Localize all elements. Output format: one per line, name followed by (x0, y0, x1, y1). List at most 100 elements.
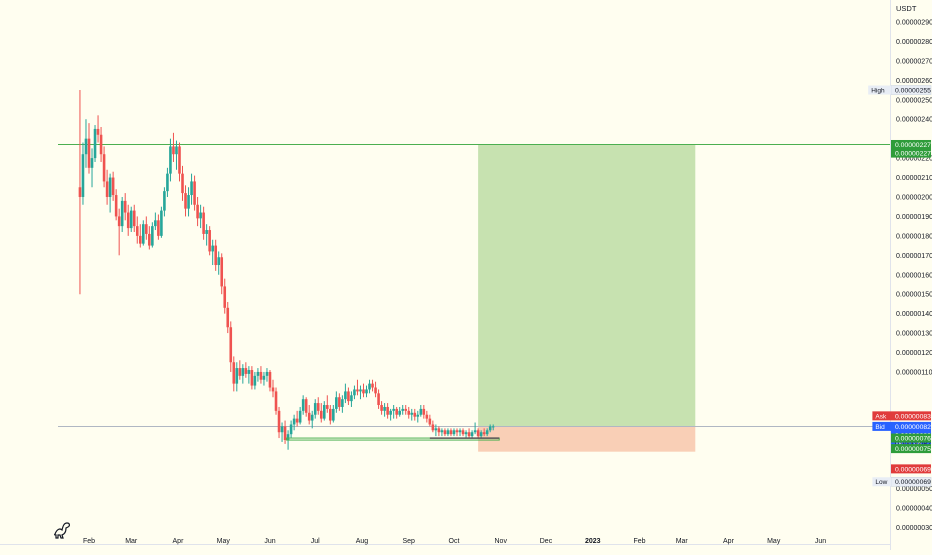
price-label-box (891, 139, 931, 149)
candle-body (434, 428, 438, 431)
support-band[interactable] (286, 437, 500, 441)
candle-body (307, 412, 311, 421)
candle-body (232, 362, 236, 384)
price-label-tag (868, 85, 891, 95)
candle-body (93, 128, 97, 159)
candle-body (277, 410, 281, 433)
price-tick-label: 0.00000260 (896, 78, 932, 85)
price-axis-labels: 0.00000255High0.000002270.000002270.0000… (868, 85, 932, 487)
candle-body (316, 403, 320, 411)
candle-body (102, 154, 106, 182)
candle-body (425, 414, 429, 419)
price-label-tag (872, 421, 891, 431)
candle-body (392, 408, 395, 411)
price-label-value: 0.00000227 (895, 150, 931, 157)
price-axis[interactable]: 0.00000290 0.00000280 0.00000270 0.00000260… (896, 20, 932, 533)
candle-body (268, 371, 272, 388)
candle-body (163, 191, 166, 211)
candle-body (90, 158, 94, 168)
time-tick-label: Aug (356, 538, 369, 545)
candle-body (99, 134, 103, 155)
price-label-box (891, 444, 931, 454)
candle-body (298, 410, 302, 423)
price-tick-label: 0.00000210 (896, 175, 932, 182)
price-tick-label: 0.00000200 (896, 194, 932, 201)
candle-body (129, 210, 133, 229)
candle-body (211, 245, 214, 252)
candle-body (356, 389, 359, 392)
candle-body (416, 414, 420, 417)
time-tick-label: Apr (723, 538, 735, 545)
candle-body (491, 426, 495, 428)
candle-body (154, 220, 157, 227)
position-stop-zone[interactable] (478, 426, 696, 452)
candle-body (449, 430, 453, 435)
price-tick-label: 0.00000160 (896, 272, 932, 279)
candle-body (322, 405, 326, 419)
candle-body (476, 430, 480, 437)
price-label-countdown: 18:00:46 (895, 440, 922, 447)
candle-body (196, 204, 199, 219)
price-tick-label: 0.00000270 (896, 58, 932, 65)
candle-body (431, 424, 435, 431)
candle-body (208, 230, 211, 252)
candle-body (96, 128, 100, 135)
position-tool[interactable] (478, 144, 696, 452)
candle-body (413, 412, 417, 417)
candle-body (229, 327, 233, 363)
candle-body (401, 408, 405, 411)
candle-body (455, 430, 459, 433)
candle-body (479, 432, 483, 437)
candle-body (175, 146, 178, 155)
candle-body (467, 432, 471, 437)
candle-body (157, 220, 160, 236)
time-tick-label: May (767, 538, 781, 545)
candle-body (380, 405, 383, 411)
position-target-zone[interactable] (478, 144, 696, 427)
candle-body (341, 399, 344, 407)
candle-body (114, 195, 118, 217)
time-tick-label: Mar (676, 538, 689, 545)
candle-body (404, 408, 408, 411)
candle-body (332, 408, 335, 421)
candle-body (428, 418, 432, 425)
price-label-value: 0.00000083 (895, 413, 931, 420)
candle-body (184, 193, 187, 209)
candle-body (440, 430, 444, 433)
candle-body (365, 389, 368, 394)
price-label-name: Low (875, 479, 887, 486)
price-tick-label: 0.00000140 (896, 311, 932, 318)
candle-body (377, 393, 380, 406)
candle-body (220, 257, 224, 287)
candle-body (371, 383, 374, 388)
price-label-value: 0.00000076 (895, 435, 931, 442)
candle-body (241, 368, 245, 376)
price-label-value: 0.00000255 (895, 87, 931, 94)
candle-body (217, 257, 221, 266)
time-tick-label: Oct (449, 538, 460, 545)
candle-body (181, 173, 184, 194)
candle-body (262, 375, 266, 380)
time-axis[interactable]: Feb Mar Apr May Jun Jul Aug Sep Oct Nov Dec 2023 Feb… (83, 538, 826, 545)
price-tick-label: 0.00000050 (896, 486, 932, 493)
support-bands[interactable] (286, 437, 500, 441)
candle-body (274, 391, 278, 411)
price-label-value: 0.00000075 (895, 446, 931, 453)
candle-body (461, 430, 465, 435)
candle-body (292, 418, 296, 425)
horizontal-lines[interactable] (58, 144, 890, 427)
price-tick-label: 0.00000280 (896, 39, 932, 46)
candle-body (359, 389, 362, 392)
candle-body (419, 408, 423, 415)
candle-body (319, 410, 323, 419)
candle-body (325, 405, 329, 409)
price-label-box (891, 411, 931, 421)
candle-body (235, 368, 239, 384)
price-label-value: 0.00000227 (895, 142, 931, 149)
candle-body (244, 368, 248, 374)
price-label-tag (872, 411, 891, 421)
candle-body (111, 177, 115, 196)
